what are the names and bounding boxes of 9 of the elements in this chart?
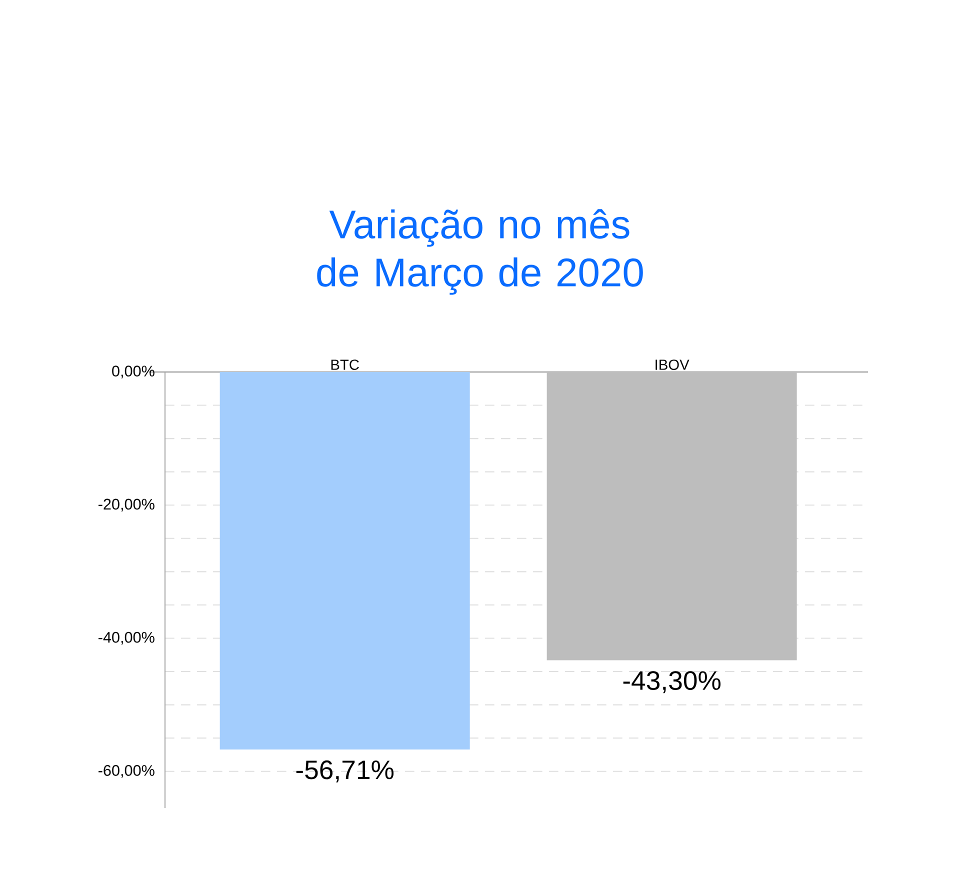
x-tick-label: BTC (331, 360, 359, 370)
x-tick-label: IBOV (656, 360, 690, 370)
y-tick-label: -20,00% (98, 498, 154, 512)
y-tick-label: -40,00% (98, 632, 154, 645)
chart-title: Variação no mês de Março de 2020 (317, 209, 643, 295)
data-label: -56,71% (296, 760, 394, 782)
y-tick-label: -60,00% (98, 765, 154, 778)
y-tick-label: 0,00% (112, 366, 154, 378)
data-label: -43,30% (623, 671, 721, 694)
